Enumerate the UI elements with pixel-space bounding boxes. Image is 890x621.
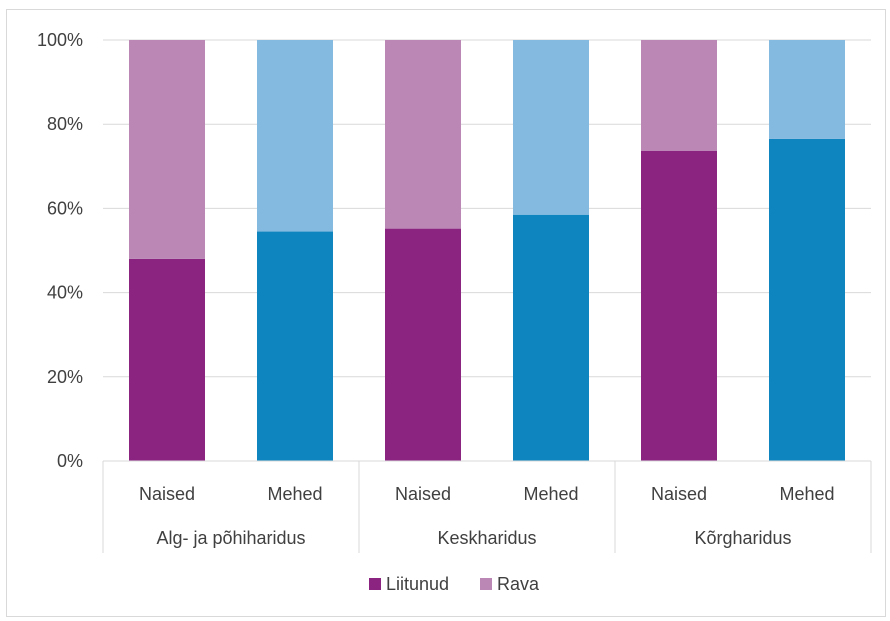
bar-segment-liitunud (769, 138, 845, 461)
x-group-label: Alg- ja põhiharidus (156, 528, 305, 548)
x-category-label: Naised (651, 484, 707, 504)
x-category-label: Mehed (779, 484, 834, 504)
category-separators (102, 461, 872, 553)
bar-segment-rava (257, 40, 333, 232)
legend: Liitunud Rava (369, 574, 540, 594)
y-tick-label: 20% (47, 367, 83, 387)
x-group-label: Keskharidus (437, 528, 536, 548)
bar-segment-liitunud (513, 214, 589, 461)
bar-segment-rava (641, 40, 717, 151)
bar-segment-liitunud (129, 258, 205, 461)
y-tick-label: 100% (37, 30, 83, 50)
x-category-label: Mehed (523, 484, 578, 504)
bar-segment-liitunud (385, 228, 461, 461)
x-category-label: Naised (139, 484, 195, 504)
x-group-label: Kõrgharidus (694, 528, 791, 548)
gridlines (103, 39, 871, 462)
legend-label: Liitunud (386, 574, 449, 594)
bar-segment-rava (769, 40, 845, 139)
y-axis-tick-labels: 0% 20% 40% 60% 80% 100% (37, 30, 83, 471)
chart-container: 0% 20% 40% 60% 80% 100% Naised Mehed Naised Mehed… (6, 9, 886, 617)
x-category-label: Naised (395, 484, 451, 504)
y-tick-label: 60% (47, 198, 83, 218)
stacked-bar-chart: 0% 20% 40% 60% 80% 100% Naised Mehed Naised Mehed… (37, 30, 872, 594)
bars (129, 40, 845, 461)
legend-swatch (369, 578, 381, 590)
bar-segment-rava (385, 40, 461, 229)
bar-segment-liitunud (257, 231, 333, 461)
y-tick-label: 0% (57, 451, 83, 471)
bar-segment-rava (129, 40, 205, 259)
legend-swatch (480, 578, 492, 590)
legend-label: Rava (497, 574, 540, 594)
bar-segment-rava (513, 40, 589, 215)
y-tick-label: 80% (47, 114, 83, 134)
y-tick-label: 40% (47, 283, 83, 303)
x-category-labels: Naised Mehed Naised Mehed Naised Mehed (139, 484, 835, 504)
bar-segment-liitunud (641, 150, 717, 461)
x-category-label: Mehed (267, 484, 322, 504)
x-group-labels: Alg- ja põhiharidus Keskharidus Kõrgharidu… (156, 528, 791, 548)
